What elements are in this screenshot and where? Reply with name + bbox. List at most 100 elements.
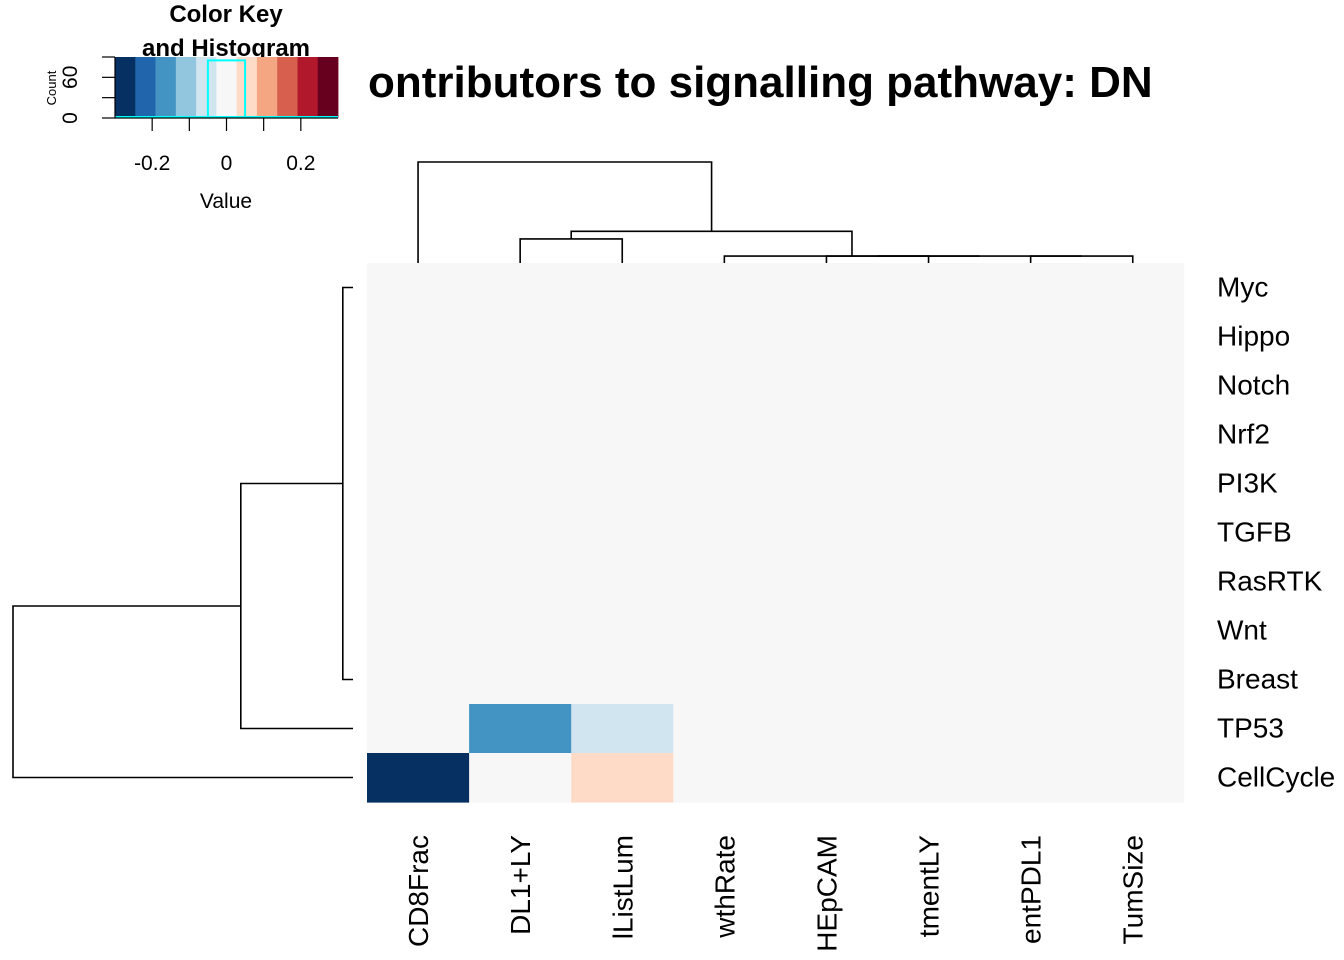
heatmap-cell-Nrf2-tmentLY	[877, 410, 981, 460]
heatmap-cell-PI3K-tmentLY	[877, 459, 981, 509]
heatmap-cell-Notch-TumSize	[1081, 361, 1185, 411]
heatmap-cell-TGFB-TumSize	[1081, 508, 1185, 558]
heatmap-cell-Breast-DL1+LY	[469, 655, 572, 705]
color-key-swatch-1	[135, 57, 156, 118]
row-dendrogram-branch-1	[240, 482, 353, 730]
histogram-bar-2	[206, 59, 247, 118]
row-label-TGFB: TGFB	[1217, 517, 1292, 548]
column-label-CD8Frac: CD8Frac	[403, 835, 434, 947]
color-key-y-tick-label: 60	[59, 66, 82, 89]
heatmap-cell-TGFB-DL1+LY	[469, 508, 572, 558]
column-dendrogram-branch-0	[825, 255, 930, 263]
color-key-swatch-4	[196, 57, 217, 118]
heatmap-cell-RasRTK-wthRate	[673, 557, 776, 607]
color-key-swatch-9	[297, 57, 319, 118]
row-dendrogram	[12, 286, 353, 779]
heatmap-cell-Notch-wthRate	[673, 361, 776, 411]
heatmap-cell-Hippo-wthRate	[673, 312, 776, 362]
column-label-tmentLY: tmentLY	[914, 835, 945, 938]
row-label-Nrf2: Nrf2	[1217, 419, 1270, 450]
row-label-RasRTK: RasRTK	[1217, 566, 1323, 597]
heatmap-cell-TGFB-CD8Frac	[367, 508, 470, 558]
color-key-swatch-5	[216, 57, 238, 118]
column-dendrogram-branch-6	[417, 161, 713, 263]
heatmap-cell-Nrf2-HEpCAM	[775, 410, 879, 460]
heatmap-cell-Hippo-tmentLY	[877, 312, 981, 362]
heatmap-cell-Nrf2-wthRate	[673, 410, 776, 460]
heatmap-cell-RasRTK-lListLum	[571, 557, 674, 607]
heatmap-cell-Wnt-entPDL1	[979, 606, 1083, 656]
heatmap-cell-Myc-CD8Frac	[367, 263, 470, 313]
column-label-DL1+LY: DL1+LY	[505, 835, 536, 935]
heatmap-cell-PI3K-HEpCAM	[775, 459, 879, 509]
column-label-entPDL1: entPDL1	[1016, 835, 1047, 944]
heatmap-cell-Myc-entPDL1	[979, 263, 1083, 313]
heatmap-cell-Hippo-DL1+LY	[469, 312, 572, 362]
color-key-swatch-8	[277, 57, 298, 118]
heatmap-cell-PI3K-DL1+LY	[469, 459, 572, 509]
column-label-wthRate: wthRate	[709, 835, 740, 939]
row-label-TP53: TP53	[1217, 713, 1284, 744]
heatmap-cell-TP53-CD8Frac	[367, 704, 470, 754]
heatmap-cell-Hippo-lListLum	[571, 312, 674, 362]
heatmap-cell-Notch-tmentLY	[877, 361, 981, 411]
heatmap-cell-Breast-TumSize	[1081, 655, 1185, 705]
heatmap-cell-RasRTK-entPDL1	[979, 557, 1083, 607]
heatmap-cell-PI3K-wthRate	[673, 459, 776, 509]
row-label-PI3K: PI3K	[1217, 468, 1278, 499]
heatmap-cell-CellCycle-DL1+LY	[469, 753, 572, 803]
heatmap-cell-Wnt-tmentLY	[877, 606, 981, 656]
heatmap-cell-Nrf2-CD8Frac	[367, 410, 470, 460]
heatmap-cell-Wnt-CD8Frac	[367, 606, 470, 656]
heatmap-cell-Wnt-HEpCAM	[775, 606, 879, 656]
heatmap-cell-Breast-tmentLY	[877, 655, 981, 705]
heatmap-cell-Myc-tmentLY	[877, 263, 981, 313]
heatmap-cell-Myc-lListLum	[571, 263, 674, 313]
heatmap-cell-CellCycle-wthRate	[673, 753, 776, 803]
column-labels: CD8Frac DL1+LY lListLum wthRate HEpCAM tmentL…	[403, 835, 1149, 952]
color-key-histogram	[115, 59, 338, 118]
color-key-x-label: Value	[200, 190, 252, 213]
heatmap-cells	[367, 263, 1185, 803]
heatmap-cell-PI3K-TumSize	[1081, 459, 1185, 509]
heatmap-cell-Nrf2-TumSize	[1081, 410, 1185, 460]
heatmap-cell-Wnt-DL1+LY	[469, 606, 572, 656]
heatmap-cell-CellCycle-TumSize	[1081, 753, 1185, 803]
heatmap-cell-CellCycle-HEpCAM	[775, 753, 879, 803]
heatmap-cell-Notch-CD8Frac	[367, 361, 470, 411]
heatmap-cell-TGFB-wthRate	[673, 508, 776, 558]
color-key-swatch-0	[115, 57, 136, 118]
row-dendrogram-branch-2	[12, 605, 353, 779]
heatmap-cell-Hippo-CD8Frac	[367, 312, 470, 362]
heatmap-cell-Myc-DL1+LY	[469, 263, 572, 313]
heatmap-cell-TGFB-entPDL1	[979, 508, 1083, 558]
heatmap-cell-Notch-lListLum	[571, 361, 674, 411]
color-key-swatches	[115, 57, 339, 118]
row-label-CellCycle: CellCycle	[1217, 762, 1335, 793]
heatmap-cell-Nrf2-entPDL1	[979, 410, 1083, 460]
heatmap-cell-Wnt-lListLum	[571, 606, 674, 656]
heatmap-cell-TGFB-lListLum	[571, 508, 674, 558]
row-label-Notch: Notch	[1217, 370, 1290, 401]
row-label-Hippo: Hippo	[1217, 321, 1290, 352]
heatmap-cell-Wnt-TumSize	[1081, 606, 1185, 656]
column-dendrogram	[417, 161, 1134, 263]
heatmap-cell-Hippo-HEpCAM	[775, 312, 879, 362]
heatmap-cell-Myc-HEpCAM	[775, 263, 879, 313]
heatmap-cell-CellCycle-CD8Frac	[367, 753, 470, 803]
color-key-y-tick-label: 0	[59, 112, 82, 124]
heatmap-cell-TP53-lListLum	[571, 704, 674, 754]
color-key-y-label: Count	[44, 70, 59, 105]
row-dendrogram-branch-0	[342, 286, 353, 681]
heatmap-cell-PI3K-entPDL1	[979, 459, 1083, 509]
column-dendrogram-branch-3	[723, 255, 980, 263]
heatmap-cell-Wnt-wthRate	[673, 606, 776, 656]
heatmap-cell-Myc-wthRate	[673, 263, 776, 313]
chart-title: ontributors to signalling pathway: DN	[368, 58, 1153, 107]
row-label-Breast: Breast	[1217, 664, 1298, 695]
heatmap-cell-PI3K-lListLum	[571, 459, 674, 509]
row-label-Wnt: Wnt	[1217, 615, 1267, 646]
color-key-swatch-3	[175, 57, 197, 118]
heatmap-cell-CellCycle-lListLum	[571, 753, 674, 803]
